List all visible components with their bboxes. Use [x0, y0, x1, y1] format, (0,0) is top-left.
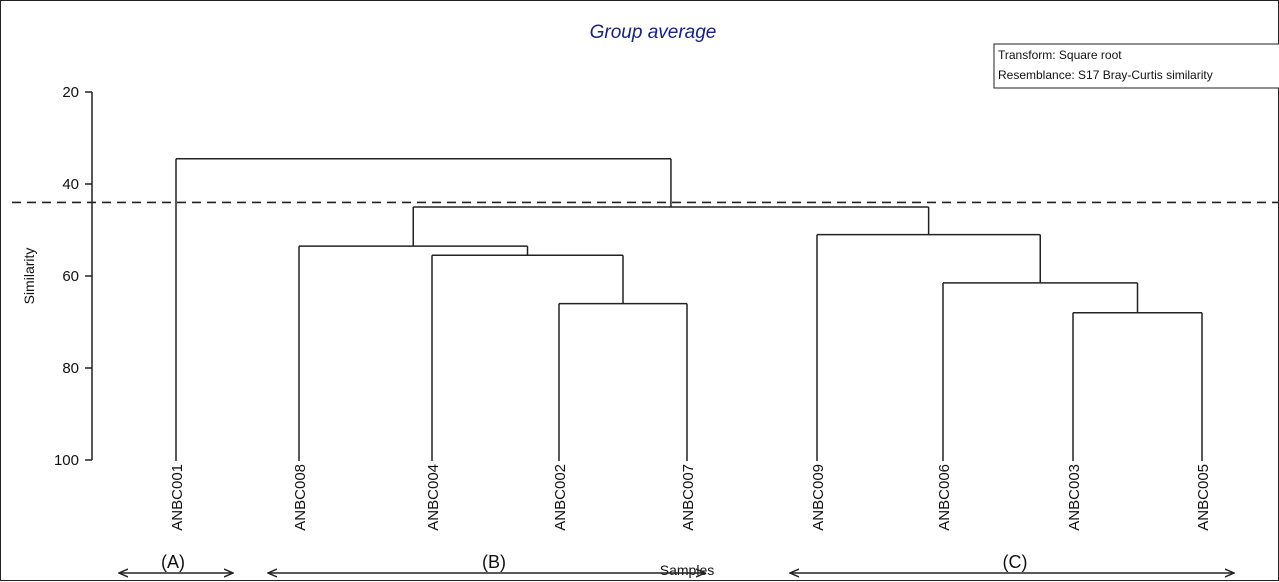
leaf-label: ANBC005: [1195, 464, 1212, 531]
leaf-label: ANBC003: [1066, 464, 1083, 531]
y-axis: 20 40 60 80 100: [54, 84, 93, 469]
y-tick-label: 40: [62, 176, 79, 193]
leaf-label: ANBC007: [680, 464, 697, 531]
legend-transform: Transform: Square root: [998, 48, 1122, 62]
x-axis-label: Samples: [660, 562, 714, 578]
dendrogram-tree: [12, 157, 1279, 461]
leaf-label: ANBC004: [425, 464, 442, 531]
leaf-label: ANBC001: [169, 464, 186, 531]
group-label: (B): [482, 552, 506, 572]
legend-resemblance: Resemblance: S17 Bray-Curtis similarity: [998, 68, 1213, 82]
group-annotations: (A) (B) (C): [119, 552, 1234, 573]
y-tick-label: 60: [62, 268, 79, 285]
legend-box: [993, 43, 1279, 89]
leaf-label: ANBC006: [936, 464, 953, 531]
y-tick-label: 20: [62, 84, 79, 101]
y-axis-label: Similarity: [21, 248, 37, 305]
leaf-label: ANBC008: [292, 464, 309, 531]
leaf-label: ANBC009: [810, 464, 827, 531]
y-tick-label: 100: [54, 452, 79, 469]
y-tick-label: 80: [62, 360, 79, 377]
leaf-label: ANBC002: [552, 464, 569, 531]
group-label: (C): [1003, 552, 1028, 572]
legend: Transform: Square root Resemblance: S17 …: [993, 43, 1279, 89]
leaf-labels: ANBC001 ANBC008 ANBC004 ANBC002 ANBC007 ANBC0…: [169, 464, 1212, 531]
chart-title: Group average: [590, 22, 717, 43]
group-label: (A): [161, 552, 185, 572]
